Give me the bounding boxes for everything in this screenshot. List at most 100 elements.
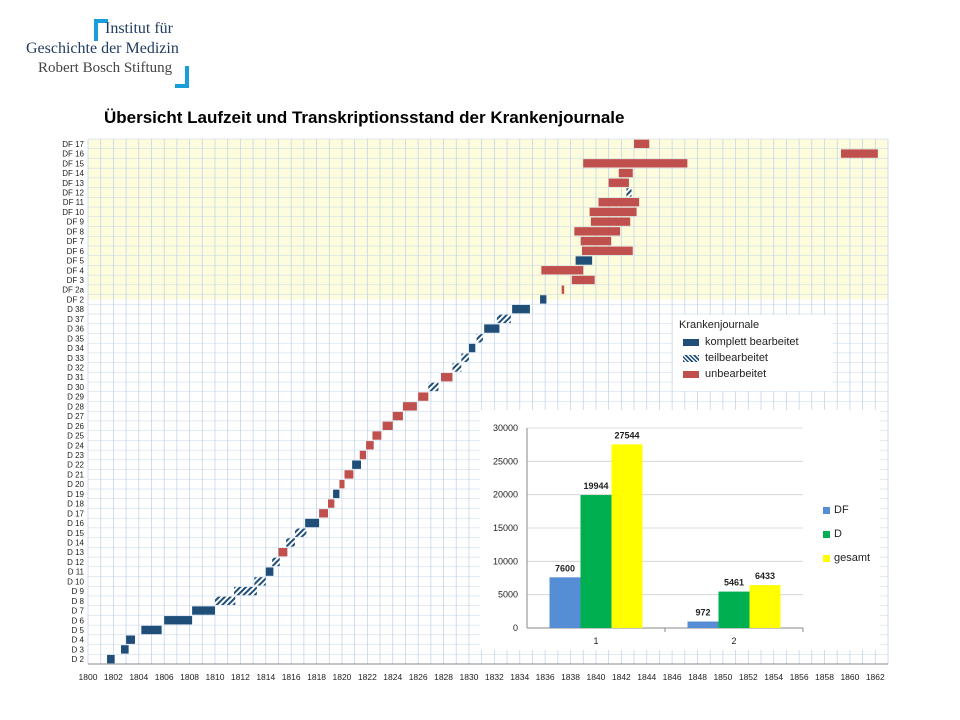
gantt-x-tick-label: 1846 bbox=[663, 672, 682, 682]
gantt-row-label: DF 16 bbox=[62, 150, 84, 159]
gantt-bar-complete bbox=[484, 324, 500, 333]
gantt-bar-partial bbox=[272, 557, 280, 567]
gantt-row-label: DF 2a bbox=[62, 286, 84, 295]
gantt-x-tick-label: 1830 bbox=[459, 672, 478, 682]
logo-bracket-top bbox=[94, 19, 108, 41]
logo-line-3: Robert Bosch Stiftung bbox=[38, 60, 173, 76]
gantt-bar-complete bbox=[352, 460, 362, 469]
gantt-row-label: DF 10 bbox=[62, 208, 84, 217]
gantt-bar-partial bbox=[452, 363, 462, 372]
gantt-x-tick-label: 1808 bbox=[180, 672, 199, 682]
gantt-row-label: DF 9 bbox=[67, 218, 85, 227]
gantt-bar-partial bbox=[626, 188, 632, 197]
gantt-bar-complete bbox=[126, 635, 135, 644]
gantt-bar-open bbox=[319, 509, 328, 518]
inset-legend-item-df: DF bbox=[823, 504, 870, 528]
gantt-bar-complete bbox=[333, 489, 340, 499]
inset-bar-d bbox=[718, 591, 750, 628]
gantt-row-label: D 25 bbox=[67, 432, 84, 441]
gantt-bar-open bbox=[634, 139, 650, 149]
gantt-x-tick-label: 1840 bbox=[586, 672, 605, 682]
gantt-row-label: D 37 bbox=[67, 315, 84, 324]
inset-legend-label-d: D bbox=[834, 528, 842, 540]
gantt-x-tick-label: 1828 bbox=[434, 672, 453, 682]
gantt-bar-complete bbox=[192, 606, 215, 615]
inset-bar-value-label: 6433 bbox=[755, 571, 775, 581]
gantt-row-label: D 7 bbox=[72, 607, 85, 616]
inset-y-tick-label: 15000 bbox=[493, 523, 518, 533]
gantt-x-tick-label: 1816 bbox=[282, 672, 301, 682]
gantt-x-tick-label: 1838 bbox=[561, 672, 580, 682]
inset-bar-value-label: 972 bbox=[695, 608, 710, 618]
inset-bar-df bbox=[549, 577, 581, 628]
gantt-row-label: DF 3 bbox=[67, 276, 85, 285]
legend-swatch-partial bbox=[683, 354, 699, 362]
gantt-row-label: D 21 bbox=[67, 470, 84, 479]
gantt-row-label: D 16 bbox=[67, 519, 84, 528]
gantt-row-label: D 35 bbox=[67, 334, 84, 343]
gantt-x-tick-label: 1856 bbox=[790, 672, 809, 682]
legend-item-partial: teilbearbeitet bbox=[683, 351, 768, 365]
inset-bar-value-label: 7600 bbox=[555, 563, 575, 573]
gantt-x-tick-label: 1804 bbox=[129, 672, 148, 682]
gantt-x-tick-label: 1812 bbox=[231, 672, 250, 682]
gantt-x-tick-label: 1814 bbox=[256, 672, 275, 682]
gantt-bar-partial bbox=[214, 596, 236, 605]
institute-logo: Institut für Geschichte der Medizin Robe… bbox=[0, 0, 200, 90]
gantt-bar-open bbox=[590, 217, 631, 226]
gantt-bar-partial bbox=[476, 334, 483, 343]
gantt-row-label: DF 8 bbox=[67, 227, 85, 236]
gantt-bar-complete bbox=[265, 567, 274, 576]
legend-swatch-open bbox=[683, 370, 699, 378]
gantt-bar-open bbox=[571, 275, 595, 285]
gantt-bar-open bbox=[598, 198, 640, 207]
gantt-row-label: DF 6 bbox=[67, 247, 85, 256]
gantt-row-label: D 23 bbox=[67, 451, 84, 460]
gantt-x-tick-label: 1834 bbox=[510, 672, 529, 682]
gantt-row-label: D 26 bbox=[67, 422, 84, 431]
gantt-row-label: DF 14 bbox=[62, 169, 84, 178]
gantt-row-label: DF 4 bbox=[67, 266, 85, 275]
gantt-x-tick-label: 1860 bbox=[840, 672, 859, 682]
gantt-row-label: D 27 bbox=[67, 412, 84, 421]
gantt-row-label: D 30 bbox=[67, 383, 84, 392]
legend-item-open: unbearbeitet bbox=[683, 367, 766, 381]
gantt-row-label: DF 2 bbox=[67, 295, 85, 304]
gantt-bar-open bbox=[541, 266, 584, 275]
gantt-x-tick-label: 1858 bbox=[815, 672, 834, 682]
gantt-row-label: D 10 bbox=[67, 577, 84, 586]
gantt-x-tick-label: 1826 bbox=[409, 672, 428, 682]
inset-legend-label-gesamt: gesamt bbox=[834, 552, 871, 564]
gantt-row-label: D 13 bbox=[67, 548, 84, 557]
gantt-bar-open bbox=[339, 479, 345, 489]
gantt-bar-open bbox=[581, 246, 633, 255]
gantt-bar-complete bbox=[575, 256, 593, 265]
gantt-row-label: D 5 bbox=[72, 626, 85, 635]
gantt-x-tick-label: 1832 bbox=[485, 672, 504, 682]
gantt-bar-open bbox=[580, 236, 612, 246]
gantt-row-label: D 9 bbox=[72, 587, 85, 596]
gantt-x-tick-label: 1824 bbox=[383, 672, 402, 682]
legend-label-complete: komplett bearbeitet bbox=[705, 336, 799, 348]
gantt-row-label: D 12 bbox=[67, 558, 84, 567]
gantt-row-label: D 29 bbox=[67, 393, 84, 402]
logo-line-2: Geschichte der Medizin bbox=[26, 40, 179, 57]
inset-y-tick-label: 5000 bbox=[498, 590, 518, 600]
gantt-row-label: D 4 bbox=[72, 636, 85, 645]
gantt-bar-open bbox=[344, 470, 354, 479]
inset-bar-d bbox=[580, 495, 612, 628]
gantt-x-tick-label: 1862 bbox=[866, 672, 885, 682]
gantt-bar-partial bbox=[286, 538, 295, 547]
gantt-bar-open bbox=[328, 499, 335, 508]
logo-line-1: Institut für bbox=[105, 20, 173, 37]
gantt-bar-open bbox=[561, 285, 565, 294]
legend-item-complete: komplett bearbeitet bbox=[683, 335, 799, 349]
gantt-bar-open bbox=[608, 178, 629, 187]
inset-bar-value-label: 19944 bbox=[583, 481, 608, 491]
legend-swatch-complete bbox=[683, 338, 699, 346]
gantt-bar-partial bbox=[294, 528, 307, 537]
gantt-bar-complete bbox=[107, 654, 115, 664]
inset-category-label: 2 bbox=[731, 636, 736, 646]
inset-bar-gesamt bbox=[611, 444, 643, 628]
gantt-bar-complete bbox=[141, 625, 162, 635]
